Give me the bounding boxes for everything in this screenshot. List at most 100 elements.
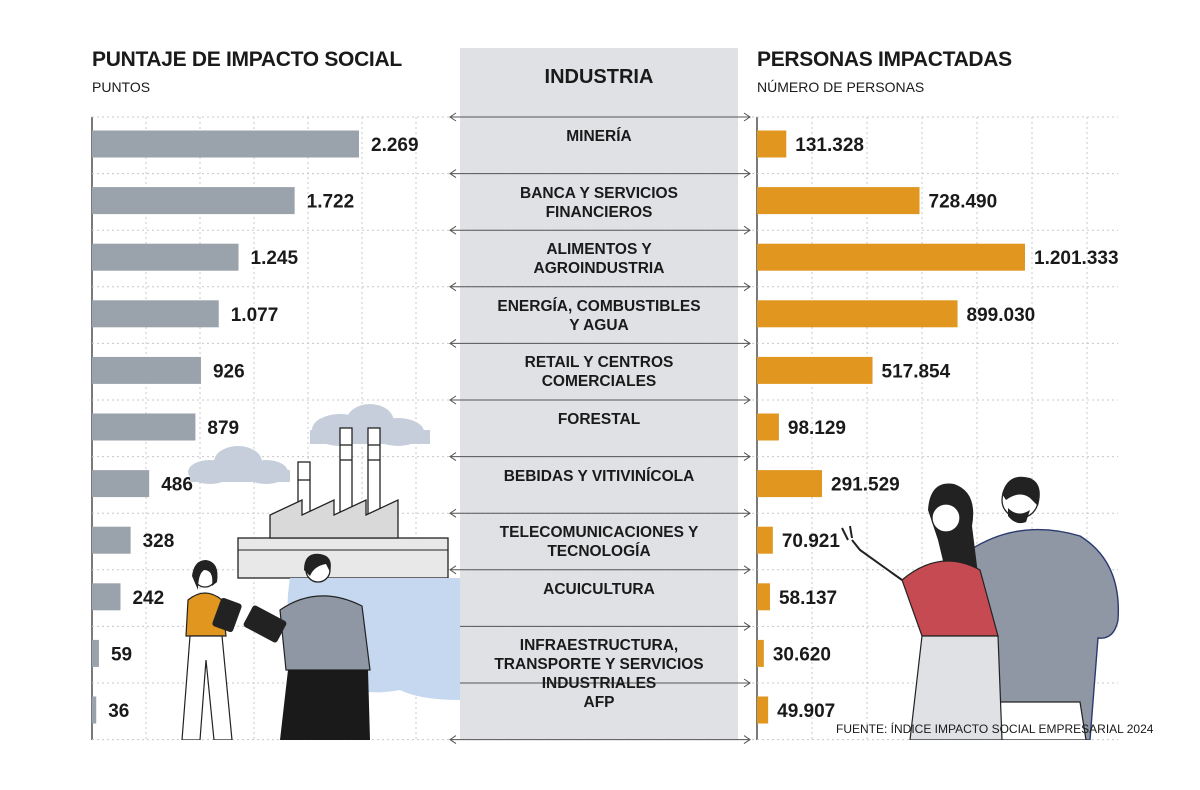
industry-label-line: INDUSTRIALES [541,675,657,693]
score-value-label: 328 [143,531,175,552]
industry-label-line: FINANCIEROS [545,203,653,221]
industry-label: ENERGÍA, COMBUSTIBLES Y AGUA [460,297,738,335]
score-bar [92,187,295,215]
people-value-label: 98.129 [788,418,846,439]
arrow-left-icon [449,395,457,405]
score-value-label: 926 [213,361,245,382]
arrow-left-icon [449,452,457,462]
industry-label-line: TELECOMUNICACIONES Y [499,524,699,542]
people-bar [757,300,958,328]
arrow-left-icon [449,508,457,518]
people-value-label: 517.854 [882,361,951,382]
industry-label-line: TECNOLOGÍA [547,543,651,561]
score-bar [92,470,150,498]
people-value-label: 70.921 [782,531,841,552]
industry-label: BEBIDAS Y VITIVINÍCOLA [460,467,738,486]
people-bar [757,356,873,384]
cloud-icon [188,446,290,484]
people-value-label: 899.030 [967,305,1036,326]
score-bar [92,696,97,724]
arrow-right-icon [743,565,751,575]
industry-label: INFRAESTRUCTURA, TRANSPORTE Y SERVICIOS IN… [460,636,738,693]
arrow-right-icon [743,508,751,518]
people-bar [757,470,823,498]
industry-column-band [460,48,738,740]
people-bar [757,243,1025,271]
industry-label-line: ACUICULTURA [543,580,655,598]
people-bar [757,187,920,215]
industry-label: TELECOMUNICACIONES Y TECNOLOGÍA [460,523,738,561]
industry-label: ALIMENTOS Y AGROINDUSTRIA [460,240,738,278]
score-value-label: 879 [207,418,239,439]
score-bar [92,583,121,611]
arrow-left-icon [449,735,457,745]
score-value-label: 2.269 [371,135,419,156]
industry-label-line: BANCA Y SERVICIOS [520,184,678,202]
industry-label-line: COMERCIALES [541,373,657,391]
industry-label-line: MINERÍA [566,128,632,145]
arrow-left-icon [449,112,457,122]
arrow-right-icon [743,452,751,462]
industry-label: RETAIL Y CENTROS COMERCIALES [460,353,738,391]
arrow-right-icon [743,282,751,292]
industry-label-line: TRANSPORTE Y SERVICIOS [494,656,704,674]
score-value-label: 1.077 [231,305,279,326]
arrow-right-icon [743,735,751,745]
score-bar [92,356,201,384]
arrow-right-icon [743,112,751,122]
arrow-right-icon [743,678,751,688]
people-value-label: 131.328 [795,135,864,156]
arrow-right-icon [743,621,751,631]
man-with-tablet-figure [243,553,371,740]
arrow-left-icon [449,565,457,575]
score-bar [92,413,196,441]
industry-label: MINERÍA [460,127,738,146]
industry-label: AFP [460,693,738,712]
industry-column-title: INDUSTRIA [544,66,654,88]
arrow-left-icon [449,169,457,179]
arrow-right-icon [743,225,751,235]
people-bar [757,696,769,724]
arrow-right-icon [743,395,751,405]
people-illustration [841,476,1120,740]
score-bar [92,243,239,271]
factory-icon [237,498,449,579]
industry-label-line: Y AGUA [569,316,629,334]
people-value-label: 49.907 [777,701,835,722]
arrow-left-icon [449,225,457,235]
people-value-label: 30.620 [773,644,831,665]
people-chart-title: PERSONAS IMPACTADAS [757,48,1012,71]
people-value-label: 58.137 [779,588,837,609]
people-chart-subtitle: NÚMERO DE PERSONAS [757,79,925,95]
score-chart-title: PUNTAJE DE IMPACTO SOCIAL [92,48,402,71]
score-bar [92,526,131,554]
people-value-label: 291.529 [831,475,900,496]
score-value-label: 242 [132,588,164,609]
people-bar [757,130,787,158]
arrow-right-icon [743,169,751,179]
source-note: FUENTE: ÍNDICE IMPACTO SOCIAL EMPRESARIA… [836,722,1154,736]
people-bar [757,413,779,441]
woman-with-tablet-figure [181,560,242,740]
score-bar [92,130,359,158]
industry-label-line: BEBIDAS Y VITIVINÍCOLA [503,467,695,485]
score-value-label: 486 [161,475,193,496]
industry-label-line: ENERGÍA, COMBUSTIBLES [497,297,701,315]
woman-pointing-figure [841,483,1003,740]
arrow-right-icon [743,338,751,348]
score-bar [92,639,99,667]
score-bar [92,300,219,328]
arrow-left-icon [449,338,457,348]
industry-label-line: AFP [583,694,615,711]
score-value-label: 1.722 [307,192,355,213]
industry-label-line: FORESTAL [557,411,641,428]
industry-label-line: RETAIL Y CENTROS [524,354,674,372]
score-value-label: 1.245 [251,248,299,269]
people-value-label: 1.201.333 [1034,248,1119,269]
industry-label: FORESTAL [460,410,738,429]
people-bar [757,639,764,667]
score-value-label: 59 [111,644,132,665]
people-bar [757,583,770,611]
people-bar [757,526,773,554]
